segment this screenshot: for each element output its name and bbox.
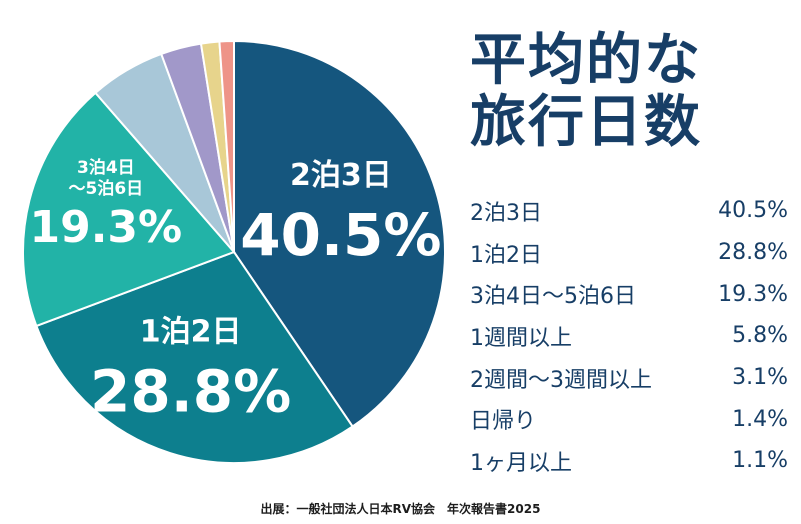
- title-line-2: 旅行日数: [470, 90, 702, 155]
- slice-value-label: 19.3%: [29, 202, 182, 253]
- slice-category-label: 1泊2日: [140, 314, 242, 349]
- legend-label: 1泊2日: [470, 242, 542, 268]
- pie-slice: [22, 91, 236, 328]
- legend-value: 3.1%: [732, 365, 788, 391]
- legend-row: 2泊3日 40.5%: [470, 190, 788, 232]
- legend-value: 1.1%: [732, 448, 788, 474]
- pie-slice: [233, 39, 446, 428]
- legend-value: 5.8%: [732, 323, 788, 349]
- legend-row: 日帰り 1.4%: [470, 398, 788, 440]
- legend-row: 1泊2日 28.8%: [470, 232, 788, 274]
- legend-row: 1ヶ月以上 1.1%: [470, 440, 788, 482]
- chart-title: 平均的な 旅行日数: [470, 30, 702, 154]
- pie-slice: [35, 250, 354, 464]
- slice-category-label: 〜5泊6日: [68, 179, 143, 199]
- legend-label: 3泊4日〜5泊6日: [470, 284, 636, 310]
- legend-value: 19.3%: [718, 281, 788, 307]
- legend-value: 28.8%: [718, 240, 788, 266]
- legend-label: 2週間〜3週間以上: [470, 367, 652, 393]
- legend-value: 1.4%: [732, 406, 788, 432]
- source-note: 出展：一般社団法人日本RV協会 年次報告書2025: [260, 502, 541, 516]
- legend-row: 1週間以上 5.8%: [470, 315, 788, 357]
- legend-label: 1週間以上: [470, 325, 572, 351]
- legend-label: 日帰り: [470, 409, 537, 435]
- legend-value: 40.5%: [718, 198, 788, 224]
- legend: 2泊3日 40.5% 1泊2日 28.8% 3泊4日〜5泊6日 19.3% 1週間以上 5.8…: [470, 190, 788, 482]
- legend-label: 2泊3日: [470, 200, 542, 226]
- title-line-1: 平均的な: [470, 28, 702, 93]
- legend-label: 1ヶ月以上: [470, 450, 572, 476]
- slice-category-label: 2泊3日: [290, 158, 392, 193]
- pie-slice: [218, 39, 235, 253]
- legend-row: 2週間〜3週間以上 3.1%: [470, 357, 788, 399]
- slice-value-label: 28.8%: [90, 357, 291, 425]
- slice-value-label: 40.5%: [240, 201, 441, 269]
- slice-category-label: 3泊4日: [77, 158, 135, 178]
- pie-chart: 2泊3日 40.5% 1泊2日 28.8% 3泊4日〜5泊6日 19.3%: [22, 39, 446, 464]
- legend-row: 3泊4日〜5泊6日 19.3%: [470, 273, 788, 315]
